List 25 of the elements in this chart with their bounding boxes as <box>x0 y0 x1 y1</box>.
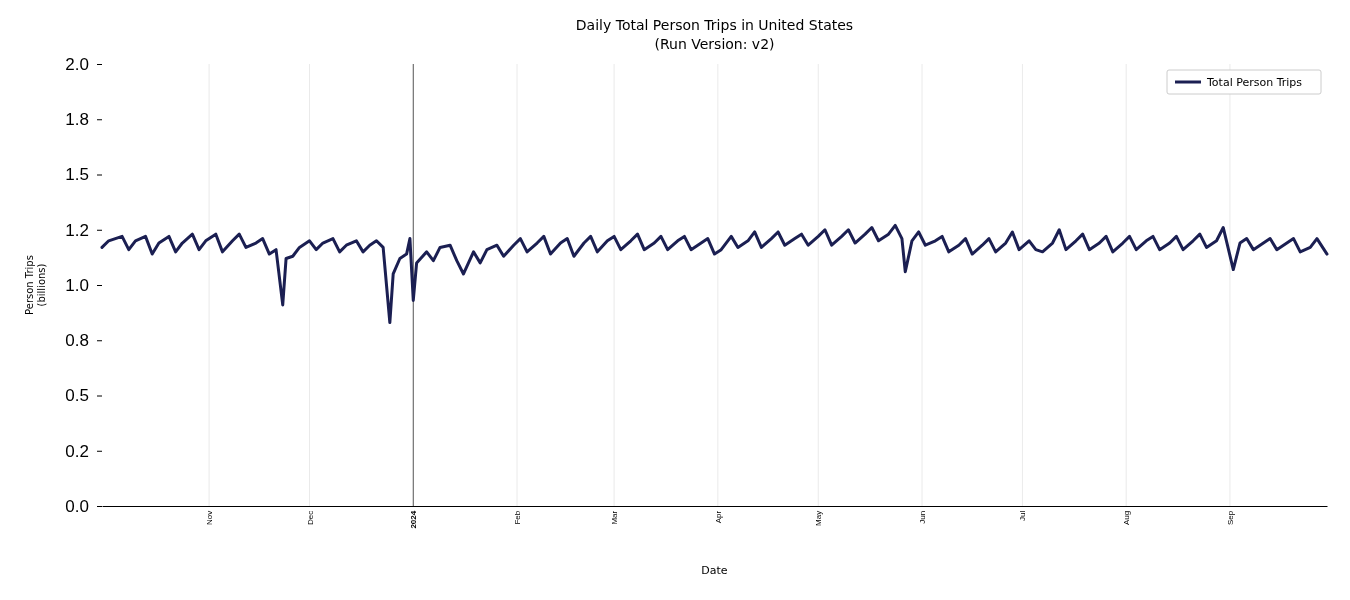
legend-label: Total Person Trips <box>1206 75 1303 89</box>
x-tick-label: Aug <box>1122 510 1132 526</box>
y-tick-label: 0.5 <box>65 386 89 406</box>
x-tick-label: Mar <box>610 510 620 525</box>
x-tick-label: Apr <box>713 510 723 524</box>
x-tick-label: Sep <box>1226 510 1235 526</box>
y-tick-label: 1.2 <box>65 220 89 240</box>
x-tick-label: May <box>814 510 824 526</box>
y-tick-label: 0.2 <box>65 441 89 461</box>
chart-title: Daily Total Person Trips in United States (Run Version: v2) <box>575 17 854 52</box>
y-tick-label: 0.8 <box>65 331 89 351</box>
x-tick-label: 2024 <box>409 510 419 529</box>
y-tick-label: 1.5 <box>65 165 89 185</box>
y-tick-label: 1.8 <box>65 110 89 130</box>
y-tick-label: 0.0 <box>65 496 89 516</box>
x-tick-label: Jul <box>1018 510 1028 522</box>
y-tick-label: 2.0 <box>65 54 89 74</box>
x-tick-label: Jun <box>918 510 928 524</box>
x-tick-label: Nov <box>205 510 215 526</box>
y-tick-label: 1.0 <box>65 275 89 295</box>
line-series <box>100 223 1329 325</box>
x-axis-title: Date <box>701 564 728 577</box>
y-axis-title: Person Trips (billions) <box>24 255 47 315</box>
x-tick-label: Dec <box>305 510 315 526</box>
x-tick-label: Feb <box>513 510 523 525</box>
